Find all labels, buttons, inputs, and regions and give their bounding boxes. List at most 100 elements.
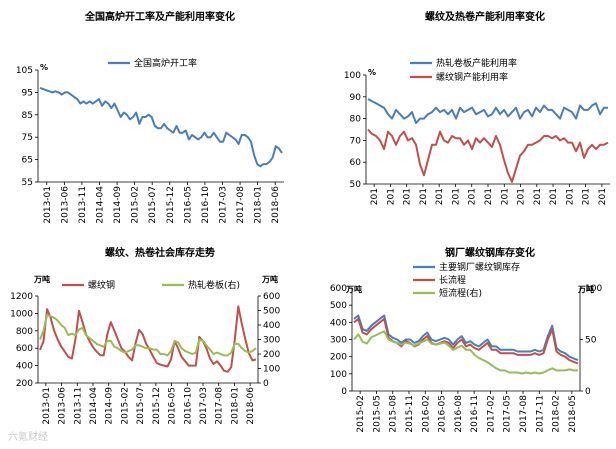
chart3-y2-tick-label: 200 [263,350,280,360]
chart4-x-tick-label: 2015-02 [356,395,366,433]
chart1-series-line-1 [39,86,283,168]
chart1-x-tick-label: 2015-02 [131,186,141,224]
chart2-y-tick-label: 60 [350,158,362,168]
chart1-x-tick-label: 2016-05 [183,186,193,224]
chart1-y-tick-label: 55 [22,178,33,188]
chart4-x-tick-label: 2017-02 [486,395,496,433]
chart3-series-line-2 [39,313,257,357]
chart3-y-tick-label: 400 [16,362,33,372]
chart1-x-tick-label: 2014-04 [96,186,106,224]
chart2-x-tick-label: 201 [517,188,527,205]
chart4-x-tick-label: 2015-11 [405,395,415,433]
chart3-x-tick-label: 2015-02 [120,387,130,425]
chart2-series-line-2 [367,128,609,183]
chart3-y2-tick-label: 400 [263,321,280,331]
chart4-x-tick-label: 2018-05 [568,395,578,433]
chart1-x-tick-label: 2014-09 [113,186,123,224]
chart4-title: 钢厂螺纹钢库存变化 [445,246,535,259]
chart1-x-tick-label: 2016-10 [201,186,211,224]
chart2-x-tick-label: 201 [419,188,429,205]
chart4-x-tick-label: 2015-05 [372,395,382,433]
chart4-legend-label-1: 主要钢厂螺纹钢库存 [439,261,520,273]
chart4-y2-tick-label: 100 [585,284,602,294]
chart1-x-tick-label: 2018-01 [254,186,264,224]
chart4-x-tick-label: 2017-05 [503,395,513,433]
chart3-x-tick-label: 2017-08 [215,387,225,425]
chart1-x-tick-label: 2015-07 [148,186,158,224]
chart1-x-tick-label: 2013-06 [60,186,70,224]
chart2-x-tick-label: 201 [435,188,445,205]
chart2-x-tick-label: 201 [582,188,592,205]
chart3-y-tick-label: 800 [16,327,33,337]
chart2-y-tick-label: 80 [350,115,362,125]
chart4-x-tick-label: 2017-11 [535,395,545,433]
chart3-title: 螺纹、热卷社会库存走势 [105,246,215,259]
chart3-x-tick-label: 2013-11 [73,387,83,425]
chart4-x-tick-label: 2016-02 [421,395,431,433]
chart3-x-tick-label: 2013-01 [42,387,52,425]
chart3-y-tick-label: 600 [16,344,33,354]
chart3-x-tick-label: 2015-12 [152,387,162,425]
chart3-x-tick-label: 2015-07 [136,387,146,425]
chart4-y-tick-label: 400 [330,318,347,328]
chart1-y-tick-label: 65 [22,156,33,166]
chart3-y-tick-label: 1000 [10,309,33,319]
chart1-x-tick-label: 2017-08 [236,186,246,224]
chart3-x-tick-label: 2017-03 [199,387,209,425]
chart4-y-tick-label: 0 [341,387,347,397]
chart3-x-tick-label: 2013-06 [58,387,68,425]
chart2-x-tick-label: 201 [565,188,575,205]
chart4-y-unit-left: 万吨 [345,284,362,294]
chart2-legend-label-2: 螺纹钢产能利用率 [436,71,508,83]
chart3-y-tick-label: 1200 [10,292,33,302]
chart2-x-tick-label: 201 [403,188,413,205]
chart4-y-tick-label: 200 [330,353,347,363]
chart1-y-unit: % [40,63,48,72]
chart1-x-tick-label: 2013-01 [43,186,53,224]
chart4-y-unit-right: 万吨 [577,284,594,294]
chart3-x-tick-label: 2018-06 [246,387,256,425]
chart3-y-tick-label: 200 [16,379,33,389]
chart1-x-tick-label: 2013-11 [78,186,88,224]
chart3-y2-tick-label: 0 [263,379,269,389]
chart2-x-tick-label: 201 [533,188,543,205]
chart1-title: 全国高炉开工率及产能利用率变化 [84,10,235,23]
chart3-x-tick-label: 2014-09 [105,387,115,425]
chart2-legend-label-1: 热轧卷板产能利用率 [436,57,517,69]
chart1-x-tick-label: 2017-03 [219,186,229,224]
chart4-y2-tick-label: 0 [585,387,591,397]
chart4-x-tick-label: 2016-11 [470,395,480,433]
chart1-y-tick-label: 85 [22,111,33,121]
chart2-y-tick-label: 90 [350,93,362,103]
chart1-legend-label-1: 全国高炉开工率 [134,57,197,69]
chart2-y-unit: % [368,68,376,77]
chart3-x-tick-label: 2016-10 [183,387,193,425]
chart4-y-tick-label: 300 [330,336,347,346]
chart2-title: 螺纹及热卷产能利用率变化 [425,10,545,23]
chart3-y-unit-right: 万吨 [261,274,278,284]
chart4-series-line-3 [353,330,578,375]
chart2-x-tick-label: 201 [386,188,396,205]
chart1-y-tick-label: 75 [22,133,33,143]
chart2-x-tick-label: 201 [500,188,510,205]
chart4-y-tick-label: 600 [330,284,347,294]
chart4-x-tick-label: 2016-08 [454,395,464,433]
chart4-legend-label-2: 长流程 [439,274,466,286]
chart4-x-tick-label: 2018-02 [552,395,562,433]
chart3-y2-tick-label: 500 [263,307,280,317]
chart4-x-tick-label: 2017-08 [519,395,529,433]
watermark-text: 六氪财经 [8,430,48,443]
chart4-y2-tick-label: 50 [585,336,597,346]
chart4-legend-label-3: 短流程(右) [439,287,482,299]
chart3-y-unit-left: 万吨 [33,274,50,284]
chart2-x-tick-label: 201 [484,188,494,205]
chart2-x-tick-label: 201 [468,188,478,205]
chart3-x-tick-label: 2018-01 [230,387,240,425]
chart3-y2-tick-label: 600 [263,292,280,302]
chart3-y2-tick-label: 300 [263,336,280,346]
chart4-x-tick-label: 2016-05 [438,395,448,433]
chart2-x-tick-label: 201 [598,188,608,205]
chart2-y-tick-label: 50 [350,180,362,190]
chart2-y-tick-label: 100 [344,71,361,81]
